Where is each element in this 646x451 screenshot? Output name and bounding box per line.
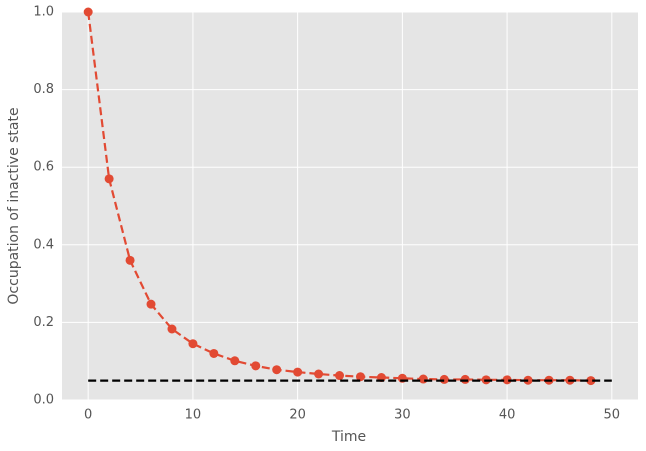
data-point bbox=[83, 7, 93, 17]
data-point bbox=[209, 348, 219, 358]
data-point bbox=[146, 299, 156, 309]
x-axis-label: Time bbox=[331, 429, 366, 445]
data-point bbox=[355, 372, 365, 382]
x-tick-label: 10 bbox=[185, 408, 202, 423]
data-point bbox=[230, 356, 240, 366]
x-tick-label: 20 bbox=[289, 408, 306, 423]
data-point bbox=[502, 375, 512, 385]
data-point bbox=[439, 374, 449, 384]
plot-area bbox=[62, 12, 638, 400]
data-point bbox=[586, 376, 596, 386]
y-tick-label: 0.6 bbox=[33, 160, 54, 175]
x-tick-label: 0 bbox=[84, 408, 92, 423]
data-point bbox=[418, 374, 428, 384]
data-point bbox=[104, 174, 114, 184]
y-tick-label: 0.4 bbox=[33, 237, 54, 252]
data-point bbox=[335, 371, 345, 381]
data-point bbox=[188, 339, 198, 349]
y-tick-label: 0.8 bbox=[33, 82, 54, 97]
y-axis-label: Occupation of inactive state bbox=[6, 107, 22, 304]
x-tick-label: 50 bbox=[604, 408, 621, 423]
data-point bbox=[460, 374, 470, 384]
y-tick-label: 0.2 bbox=[33, 315, 54, 330]
data-point bbox=[125, 255, 135, 265]
data-point bbox=[293, 367, 303, 377]
data-point bbox=[314, 369, 324, 379]
data-point bbox=[167, 324, 177, 334]
y-tick-label: 1.0 bbox=[33, 5, 54, 20]
data-point bbox=[251, 361, 261, 371]
data-point bbox=[272, 365, 282, 375]
x-tick-label: 30 bbox=[394, 408, 411, 423]
x-tick-label: 40 bbox=[499, 408, 516, 423]
y-tick-label: 0.0 bbox=[33, 393, 54, 408]
